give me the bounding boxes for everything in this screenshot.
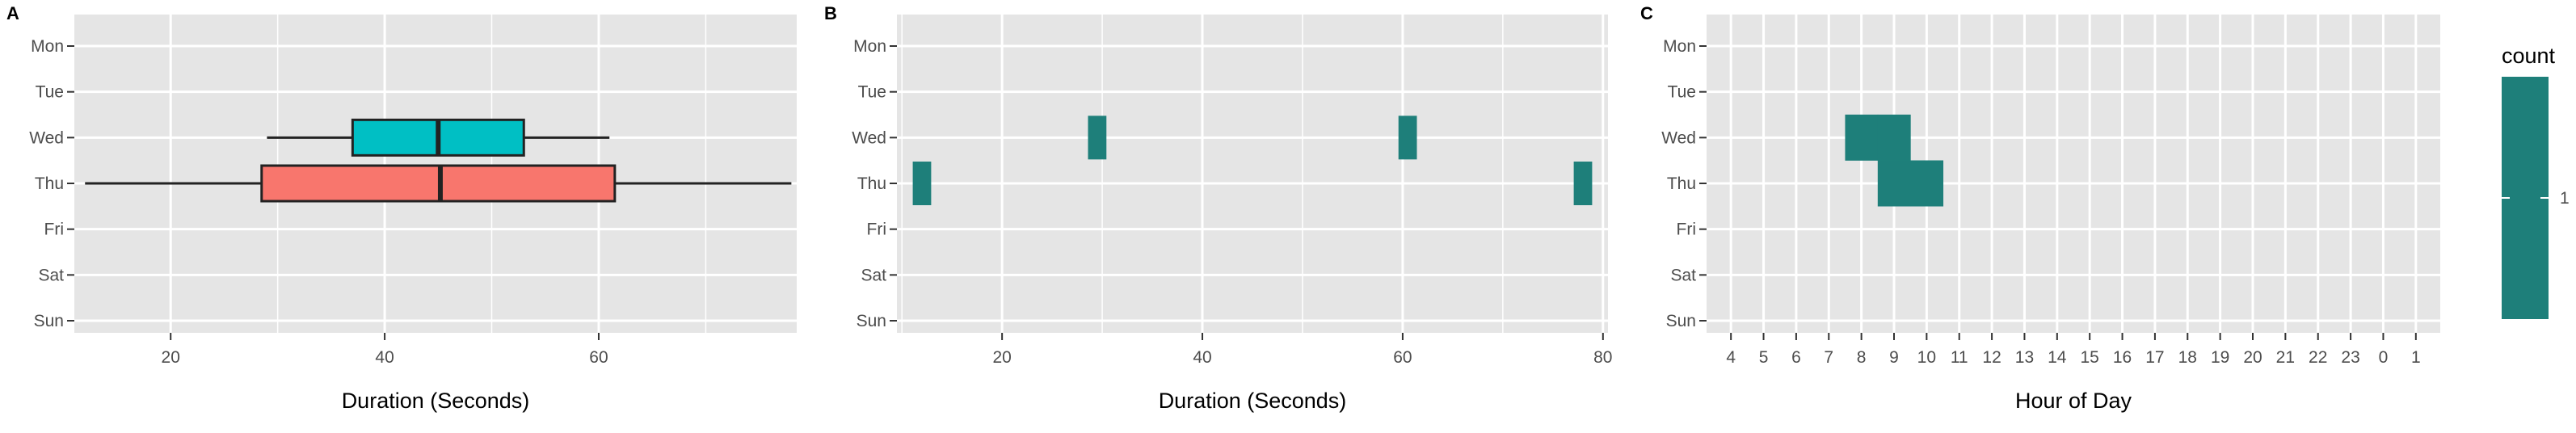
panel-a-y-axis: Mon Tue Wed Thu Fri Sat Sun — [29, 37, 74, 330]
y-tick-label-wed: Wed — [29, 128, 64, 147]
legend-label: 1 — [2560, 189, 2570, 208]
x-tick-label-hour-14: 14 — [2048, 348, 2067, 367]
panel-b-tiles — [912, 116, 1593, 206]
x-tick-label-60: 60 — [589, 348, 608, 367]
panel-b-x-axis: 20 40 60 80 — [992, 333, 1612, 367]
panel-c-y-axis: Mon Tue Wed Thu Fri Sat Sun — [1661, 37, 1707, 330]
panel-a-tag: A — [6, 3, 19, 23]
panel-b-background — [897, 15, 1608, 333]
panel-b-gridlines — [897, 15, 1608, 333]
y-tick-label-wed: Wed — [852, 128, 886, 147]
x-tick-label-hour-9: 9 — [1889, 348, 1899, 367]
x-tick-label-hour-18: 18 — [2178, 348, 2197, 367]
x-tick-label-hour-8: 8 — [1857, 348, 1867, 367]
panel-c-background — [1707, 15, 2440, 333]
tile-thu-10 — [1910, 160, 1944, 207]
panel-c-tiles — [1845, 114, 1944, 207]
y-tick-label-wed: Wed — [1661, 128, 1696, 147]
x-tick-label-hour-1: 1 — [2411, 348, 2421, 367]
x-tick-label-hour-6: 6 — [1791, 348, 1801, 367]
panel-b: B Mon Tue Wed Thu Fri Sat Sun 20 40 60 80 Duratio… — [824, 3, 1612, 413]
panel-b-x-axis-title: Duration (Seconds) — [1159, 389, 1347, 413]
x-tick-label-20: 20 — [162, 348, 180, 367]
y-tick-label-fri: Fri — [44, 221, 65, 239]
x-tick-label-hour-16: 16 — [2113, 348, 2132, 367]
x-tick-label-hour-21: 21 — [2276, 348, 2295, 367]
panel-c-tag: C — [1640, 3, 1653, 23]
x-tick-label-hour-22: 22 — [2309, 348, 2327, 367]
y-tick-label-fri: Fri — [1677, 221, 1697, 239]
panel-b-tag: B — [824, 3, 837, 23]
panel-c-x-axis-title: Hour of Day — [2015, 389, 2132, 413]
x-tick-label-80: 80 — [1593, 348, 1612, 367]
x-tick-label-hour-19: 19 — [2211, 348, 2229, 367]
y-tick-label-sun: Sun — [857, 312, 886, 330]
y-tick-label-sun: Sun — [1666, 312, 1696, 330]
x-tick-label-hour-20: 20 — [2243, 348, 2262, 367]
tile-wed-1 — [1088, 116, 1107, 160]
y-tick-label-thu: Thu — [1667, 174, 1696, 193]
panel-c-x-axis: 4 5 6 7 8 9 10 11 12 13 14 15 16 17 18 19 20 21 22 23 0 1 — [1726, 333, 2421, 367]
x-tick-label-hour-10: 10 — [1917, 348, 1936, 367]
x-tick-label-hour-12: 12 — [1982, 348, 2001, 367]
tile-wed-8 — [1845, 114, 1879, 161]
y-tick-label-tue: Tue — [1668, 83, 1696, 102]
x-tick-label-40: 40 — [1193, 348, 1211, 367]
x-tick-label-60: 60 — [1393, 348, 1412, 367]
x-tick-label-hour-17: 17 — [2145, 348, 2164, 367]
y-tick-label-tue: Tue — [36, 83, 64, 102]
y-tick-label-sat: Sat — [38, 266, 64, 284]
panel-a-x-axis-title: Duration (Seconds) — [342, 389, 530, 413]
y-tick-label-mon: Mon — [1663, 37, 1696, 56]
tile-thu-9 — [1877, 160, 1911, 207]
x-tick-label-hour-23: 23 — [2341, 348, 2359, 367]
y-tick-label-sun: Sun — [34, 312, 64, 330]
x-tick-label-hour-5: 5 — [1759, 348, 1769, 367]
x-tick-label-hour-11: 11 — [1951, 348, 1968, 367]
panel-b-y-axis: Mon Tue Wed Thu Fri Sat Sun — [852, 37, 897, 330]
x-tick-label-hour-0: 0 — [2379, 348, 2389, 367]
y-tick-label-tue: Tue — [858, 83, 886, 102]
tile-thu-0 — [912, 162, 932, 206]
tile-wed-2 — [1398, 116, 1417, 160]
y-tick-label-fri: Fri — [867, 221, 887, 239]
y-tick-label-thu: Thu — [857, 174, 886, 193]
y-tick-label-thu: Thu — [35, 174, 64, 193]
legend-title: count — [2502, 44, 2556, 68]
panel-a: A Mon Tue Wed Thu Fri Sat Sun 20 40 60 Duration … — [6, 3, 797, 413]
panel-a-x-axis: 20 40 60 — [162, 333, 608, 367]
x-tick-label-20: 20 — [992, 348, 1011, 367]
x-tick-label-hour-15: 15 — [2081, 348, 2099, 367]
tile-wed-9 — [1877, 114, 1911, 161]
x-tick-label-40: 40 — [375, 348, 394, 367]
y-tick-label-mon: Mon — [853, 37, 886, 56]
y-tick-label-sat: Sat — [861, 266, 886, 284]
x-tick-label-hour-7: 7 — [1824, 348, 1833, 367]
x-tick-label-hour-4: 4 — [1726, 348, 1736, 367]
y-tick-label-mon: Mon — [31, 37, 64, 56]
y-tick-label-sat: Sat — [1670, 266, 1696, 284]
panel-a-boxes — [85, 118, 792, 203]
legend: count 1 — [2502, 44, 2570, 319]
x-tick-label-hour-13: 13 — [2015, 348, 2034, 367]
tile-thu-3 — [1573, 162, 1593, 206]
